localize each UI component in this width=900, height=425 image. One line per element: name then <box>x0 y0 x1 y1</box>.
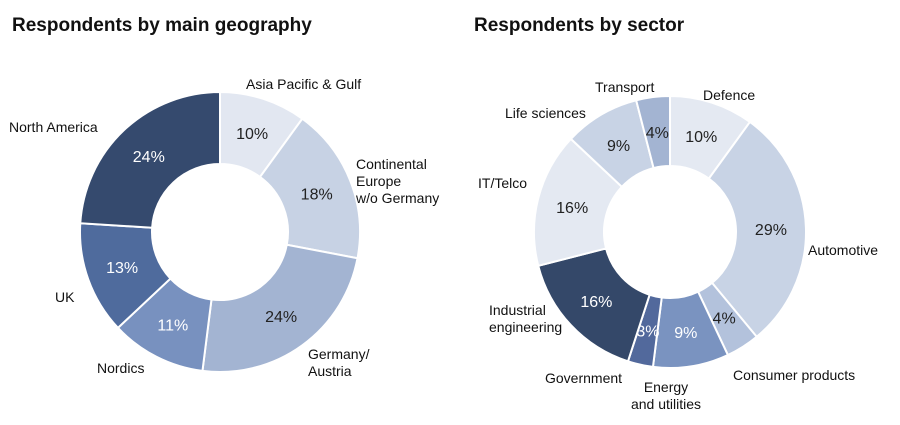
sector-slice-industrial-engineering <box>537 247 651 363</box>
geography-slice-continental-europe-w-o-germany <box>258 117 361 260</box>
geography-value-label-continental-europe-w-o-germany: 18% <box>301 187 333 204</box>
sector-category-label-energy-and-utilities: Energy and utilities <box>631 379 701 412</box>
sector-value-label-energy-and-utilities: 9% <box>674 325 697 342</box>
geography-value-label-asia-pacific-gulf: 10% <box>236 126 268 143</box>
sector-category-label-life-sciences: Life sciences <box>505 105 586 121</box>
sector-value-label-it-telco: 16% <box>556 200 588 217</box>
sector-donut-chart: Respondents by sector 10% 29% 4% 9% 3% 16% 16%… <box>474 15 878 412</box>
sector-category-label-industrial-engineering: Industrial engineering <box>489 302 562 335</box>
sector-value-label-transport: 4% <box>646 125 669 142</box>
geography-category-label-nordics: Nordics <box>97 360 144 376</box>
geography-value-label-uk: 13% <box>106 260 138 277</box>
geography-category-label-asia-pacific-gulf: Asia Pacific & Gulf <box>246 76 361 92</box>
geography-value-label-north-america: 24% <box>133 149 165 166</box>
sector-category-label-government: Government <box>545 370 622 386</box>
sector-value-label-life-sciences: 9% <box>607 138 630 155</box>
sector-category-label-defence: Defence <box>703 87 755 103</box>
sector-category-label-consumer-products: Consumer products <box>733 367 855 383</box>
sector-category-label-it-telco: IT/Telco <box>478 175 527 191</box>
sector-value-label-consumer-products: 4% <box>713 310 736 327</box>
sector-value-label-automotive: 29% <box>755 222 787 239</box>
sector-value-label-defence: 10% <box>685 129 717 146</box>
sector-slice-it-telco <box>533 137 624 268</box>
sector-category-label-transport: Transport <box>595 79 655 95</box>
geography-category-label-germany-austria: Germany/Austria <box>308 346 370 379</box>
geography-category-label-continental-europe-w-o-germany: Continental Europe w/o Germany <box>355 156 439 206</box>
geography-value-label-germany-austria: 24% <box>265 309 297 326</box>
geography-chart-title: Respondents by main geography <box>12 15 312 36</box>
geography-slice-germany-austria <box>201 243 359 373</box>
geography-category-label-north-america: North America <box>9 119 98 135</box>
geography-value-label-nordics: 11% <box>157 318 188 335</box>
sector-value-label-government: 3% <box>636 324 659 341</box>
sector-category-label-automotive: Automotive <box>808 242 878 258</box>
geography-donut-chart: Respondents by main geography 10% 18% 24% 1… <box>9 15 439 379</box>
sector-chart-title: Respondents by sector <box>474 15 685 36</box>
sector-value-label-industrial-engineering: 16% <box>580 294 612 311</box>
sector-slice-transport <box>634 94 671 170</box>
geography-slice-north-america <box>79 90 221 229</box>
geography-category-label-uk: UK <box>55 289 75 305</box>
sector-slice-automotive <box>707 120 807 339</box>
